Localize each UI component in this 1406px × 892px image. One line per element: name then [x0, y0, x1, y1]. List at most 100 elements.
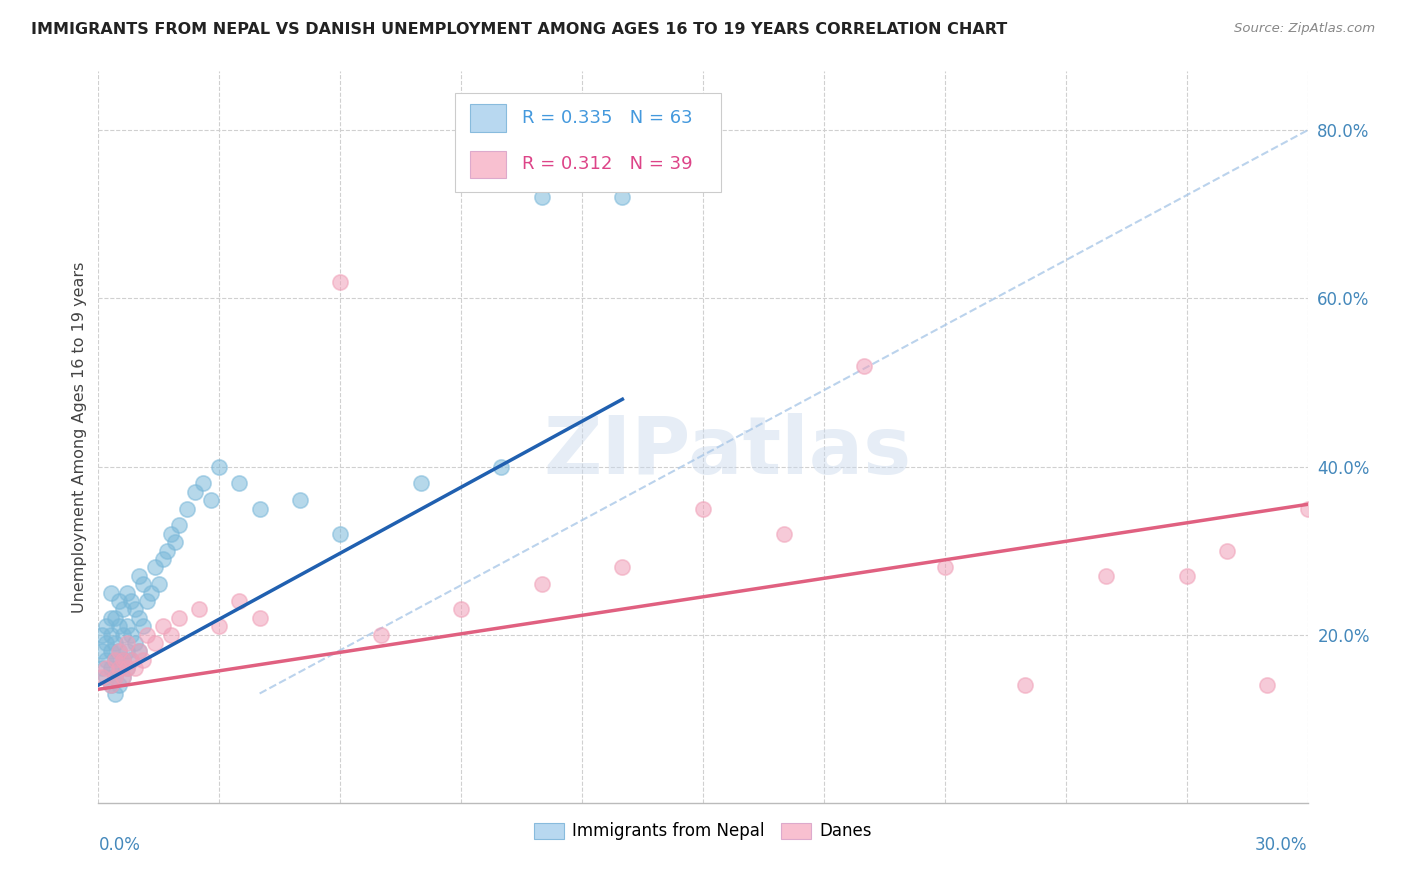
Point — [115, 661, 138, 675]
Point — [772, 526, 794, 541]
Point — [96, 636, 118, 650]
Point — [143, 560, 166, 574]
Point — [1256, 678, 1278, 692]
Point — [91, 670, 114, 684]
Point — [692, 501, 714, 516]
Point — [96, 619, 118, 633]
Point — [288, 493, 311, 508]
Point — [100, 678, 122, 692]
Legend: Immigrants from Nepal, Danes: Immigrants from Nepal, Danes — [527, 816, 879, 847]
Point — [115, 636, 138, 650]
Text: Source: ZipAtlas.com: Source: ZipAtlas.com — [1234, 22, 1375, 36]
Point — [530, 190, 553, 204]
Point — [329, 526, 352, 541]
Text: 30.0%: 30.0% — [1256, 836, 1308, 854]
Point — [100, 644, 122, 658]
Point — [91, 661, 114, 675]
Point — [491, 459, 513, 474]
Text: ZIPatlas: ZIPatlas — [543, 413, 911, 491]
Point — [612, 560, 634, 574]
Point — [228, 594, 250, 608]
Point — [128, 569, 150, 583]
Point — [115, 644, 138, 658]
Point — [107, 644, 129, 658]
Point — [96, 670, 118, 684]
Point — [152, 552, 174, 566]
Point — [163, 535, 186, 549]
Point — [120, 653, 142, 667]
Point — [135, 627, 157, 641]
Point — [249, 611, 271, 625]
Point — [1175, 569, 1198, 583]
Point — [111, 653, 134, 667]
Point — [128, 611, 150, 625]
Point — [120, 594, 142, 608]
Point — [107, 678, 129, 692]
Point — [111, 670, 134, 684]
Point — [100, 611, 122, 625]
Point — [103, 686, 125, 700]
Point — [184, 484, 207, 499]
FancyBboxPatch shape — [456, 94, 721, 192]
FancyBboxPatch shape — [470, 104, 506, 132]
Y-axis label: Unemployment Among Ages 16 to 19 years: Unemployment Among Ages 16 to 19 years — [72, 261, 87, 613]
Point — [1014, 678, 1036, 692]
Point — [409, 476, 432, 491]
FancyBboxPatch shape — [470, 151, 506, 178]
Point — [329, 275, 352, 289]
Point — [96, 661, 118, 675]
Point — [103, 611, 125, 625]
Point — [100, 661, 122, 675]
Point — [103, 653, 125, 667]
Point — [100, 678, 122, 692]
Point — [111, 653, 134, 667]
Point — [124, 661, 146, 675]
Point — [120, 653, 142, 667]
Point — [208, 459, 231, 474]
Point — [1095, 569, 1118, 583]
Point — [91, 644, 114, 658]
Point — [96, 653, 118, 667]
Point — [188, 602, 211, 616]
Text: 0.0%: 0.0% — [98, 836, 141, 854]
Point — [139, 585, 162, 599]
Point — [120, 627, 142, 641]
Point — [107, 644, 129, 658]
Point — [450, 602, 472, 616]
Point — [111, 602, 134, 616]
Point — [160, 627, 183, 641]
Point — [132, 577, 155, 591]
Point — [132, 653, 155, 667]
Point — [167, 518, 190, 533]
Point — [91, 627, 114, 641]
Point — [853, 359, 876, 373]
Point — [115, 661, 138, 675]
Point — [107, 594, 129, 608]
Point — [152, 619, 174, 633]
Point — [111, 670, 134, 684]
Point — [160, 526, 183, 541]
Point — [249, 501, 271, 516]
Text: R = 0.335   N = 63: R = 0.335 N = 63 — [522, 109, 692, 127]
Point — [370, 627, 392, 641]
Point — [103, 636, 125, 650]
Point — [100, 585, 122, 599]
Point — [228, 476, 250, 491]
Point — [115, 585, 138, 599]
Point — [208, 619, 231, 633]
Point — [167, 611, 190, 625]
Point — [135, 594, 157, 608]
Point — [200, 493, 222, 508]
Point — [612, 190, 634, 204]
Point — [156, 543, 179, 558]
Point — [934, 560, 956, 574]
Point — [1216, 543, 1239, 558]
Point — [103, 653, 125, 667]
Point — [193, 476, 215, 491]
Point — [111, 627, 134, 641]
Point — [107, 619, 129, 633]
Point — [128, 644, 150, 658]
Point — [115, 619, 138, 633]
Point — [1296, 501, 1319, 516]
Point — [100, 627, 122, 641]
